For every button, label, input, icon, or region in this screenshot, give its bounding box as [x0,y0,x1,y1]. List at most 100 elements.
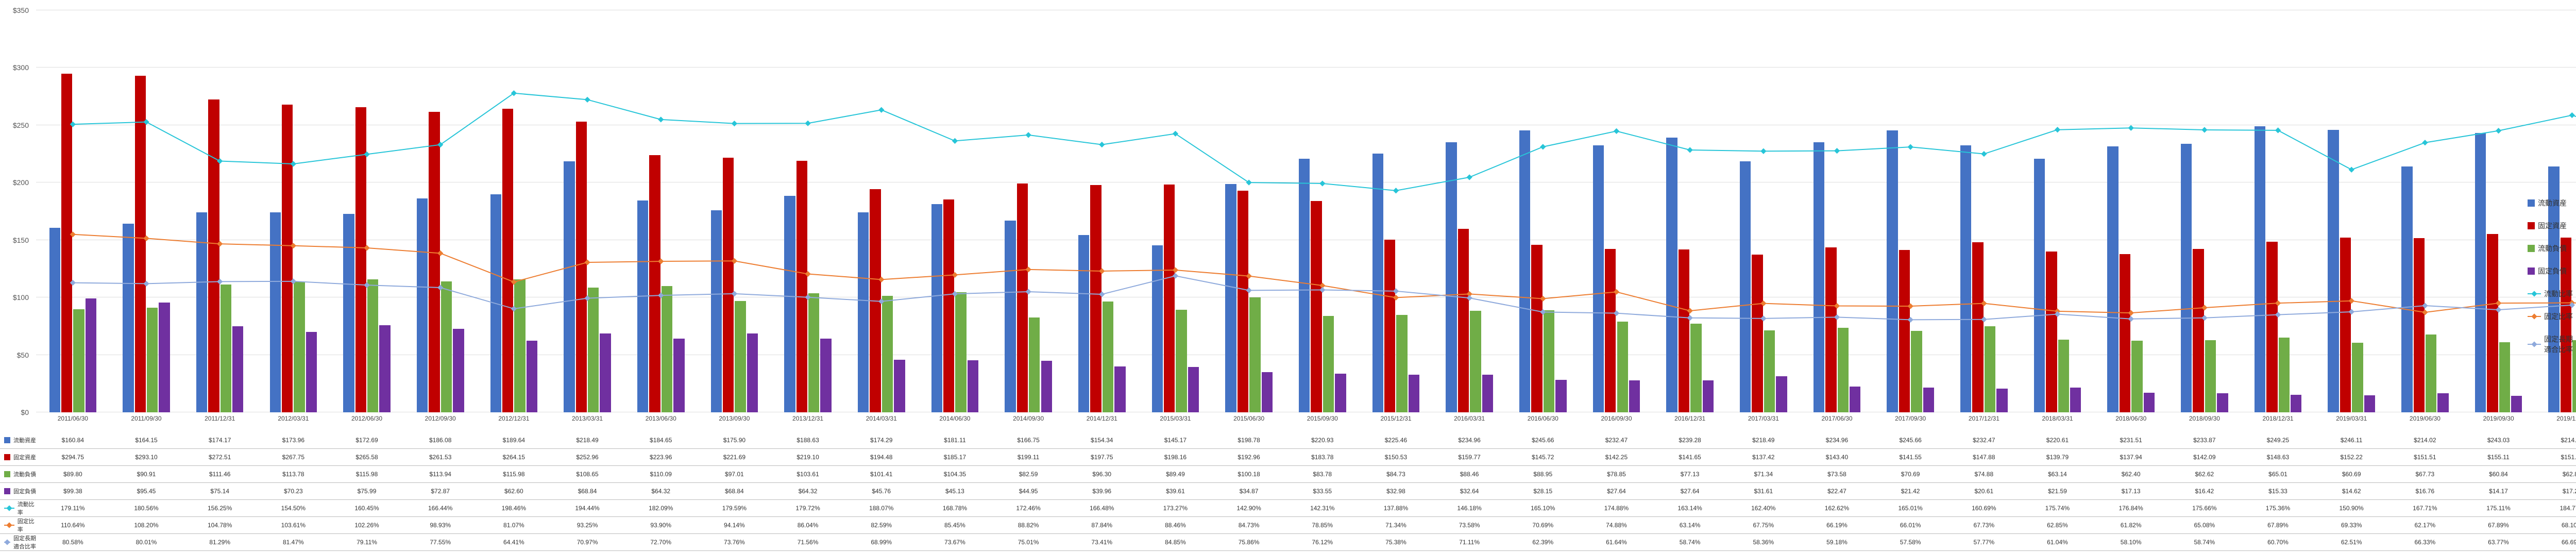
x-axis-label: 2015/12/31 [1380,415,1411,422]
bar [858,212,869,412]
bar [49,228,60,412]
x-axis-label: 2014/12/31 [1087,415,1117,422]
bar [2131,341,2142,412]
x-axis-label: 2013/09/30 [719,415,750,422]
bars-layer [36,10,2576,412]
bar [1814,142,1824,412]
bar [2193,249,2204,412]
bar [2107,146,2118,412]
bar [2364,395,2375,412]
bar [379,325,390,412]
bar [2266,242,2277,412]
bar [306,332,317,413]
x-axis-label: 2017/06/30 [1822,415,1853,422]
bar [502,109,513,412]
bar [1752,255,1762,412]
bar [1519,130,1530,412]
x-axis-label: 2016/09/30 [1601,415,1632,422]
x-axis-label: 2017/09/30 [1895,415,1926,422]
x-axis-label: 2011/06/30 [58,415,88,422]
bar [2279,338,2290,412]
bar [1972,242,1983,412]
legend-item: 流動比率 [2528,289,2576,299]
bar [1740,161,1751,412]
bar [73,309,84,412]
bar [600,333,611,412]
bar [2352,343,2363,412]
bar [1531,245,1542,412]
bar [2511,396,2522,412]
left-axis: $0$50$100$150$200$250$300$350 [0,10,31,412]
bar [1029,317,1040,412]
x-axis-label: 2016/12/31 [1674,415,1705,422]
legend-item: 固定長期適合比率 [2528,334,2576,355]
bar [1629,380,1640,412]
bar [159,303,170,412]
bar [1899,250,1910,412]
x-axis-label: 2019/03/31 [2336,415,2367,422]
legend-item: 流動資産 [2528,198,2576,208]
x-axis-label: 2013/06/30 [646,415,676,422]
x-axis-label: 2014/03/31 [866,415,897,422]
bar [2181,144,2192,412]
bar [2487,234,2498,412]
bar [147,308,158,412]
bar [2414,238,2425,412]
bar [2437,393,2448,412]
bar [441,281,452,412]
bar [1335,374,1346,412]
table-row: 流動比率179.11%180.56%156.25%154.50%160.45%1… [0,500,2576,517]
bar [282,105,293,412]
bar [1690,324,1701,412]
bar [747,333,758,412]
x-axis-label: 2017/03/31 [1748,415,1779,422]
bar [367,279,378,412]
bar [2328,130,2338,412]
x-axis-label: 2017/12/31 [1969,415,1999,422]
legend-item: 流動負債 [2528,243,2576,254]
x-axis-label: 2012/06/30 [351,415,382,422]
bar [453,329,464,412]
bar [2291,395,2301,412]
bar [294,281,304,412]
x-axis-label: 2015/09/30 [1307,415,1338,422]
x-axis-label: 2014/09/30 [1013,415,1044,422]
bar [576,122,587,412]
bar [931,204,942,412]
x-axis-label: 2011/12/31 [205,415,235,422]
bar [2070,388,2081,412]
bar [1249,297,1260,412]
bar [1617,322,1628,412]
bar [1225,184,1236,412]
bar [417,198,428,412]
legend-item: 固定比率 [2528,311,2576,322]
bar [1188,367,1199,412]
bar [1776,376,1787,412]
bar [232,326,243,412]
table-row: 流動負債$89.80$90.91$111.46$113.78$115.98$11… [0,466,2576,483]
plot-area [36,10,2576,412]
bar [1996,389,2007,412]
bar [808,293,819,412]
bar [1703,380,1714,412]
data-table: 流動資産$160.84$164.15$174.17$173.96$172.69$… [0,432,2576,551]
bar [1482,375,1493,412]
bar [1164,185,1175,412]
bar [527,341,537,413]
bar [208,99,219,412]
x-axis-label: 2018/03/31 [2042,415,2073,422]
table-row: 固定比率110.64%108.20%104.78%103.61%102.26%9… [0,517,2576,534]
bar [221,285,231,412]
bar [711,210,722,412]
bar [662,286,672,412]
x-axis-label: 2015/06/30 [1233,415,1264,422]
bar [1323,316,1334,412]
bar [429,112,439,412]
bar [1666,138,1677,412]
bar [1887,130,1897,412]
bar [1299,159,1310,412]
x-axis-label: 2018/12/31 [2263,415,2294,422]
bar [1311,201,1321,412]
bar [1078,235,1089,412]
bar [1017,183,1028,412]
